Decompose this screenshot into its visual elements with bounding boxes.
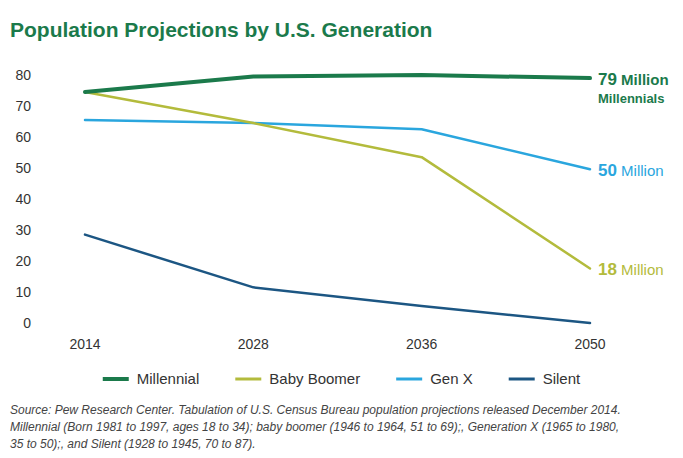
legend-label: Gen X	[430, 370, 473, 387]
source-note: 35 to 50);, and Silent (1928 to 1945, 70…	[10, 437, 256, 451]
annotation-part: 50	[598, 161, 617, 180]
x-tick-label: 2028	[238, 336, 269, 352]
x-tick-label: 2036	[406, 336, 437, 352]
y-tick-label: 10	[15, 284, 31, 300]
legend-swatch	[509, 378, 535, 381]
annotation: 50 Million	[598, 161, 664, 180]
annotation-part: 18	[598, 260, 617, 279]
y-tick-label: 80	[15, 67, 31, 83]
annotation: Millennials	[598, 91, 664, 106]
y-tick-label: 20	[15, 253, 31, 269]
source-note: Millennial (Born 1981 to 1997, ages 18 t…	[10, 420, 619, 434]
title: Population Projections by U.S. Generatio…	[10, 18, 432, 41]
legend-swatch	[396, 378, 422, 381]
source-note: Source: Pew Research Center. Tabulation …	[10, 403, 621, 417]
annotation-part: Million	[617, 162, 664, 179]
legend: Millennial Baby Boomer Gen X Silent	[103, 370, 581, 387]
y-tick-label: 0	[23, 315, 31, 331]
x-tick-label: 2050	[574, 336, 605, 352]
series-line	[85, 92, 590, 268]
annotation-part: 79	[598, 70, 617, 89]
legend-label: Silent	[543, 370, 581, 387]
annotation: 79 Million	[598, 70, 669, 89]
y-tick-label: 50	[15, 160, 31, 176]
y-tick-label: 30	[15, 222, 31, 238]
x-tick-label: 2014	[69, 336, 100, 352]
legend-label: Baby Boomer	[269, 370, 360, 387]
y-tick-label: 40	[15, 191, 31, 207]
plot-area	[85, 75, 590, 323]
series-line	[85, 235, 590, 323]
series-line	[85, 120, 590, 169]
annotation-part: Million	[617, 261, 664, 278]
legend-label: Millennial	[137, 370, 200, 387]
annotation: 18 Million	[598, 260, 664, 279]
legend-swatch	[235, 378, 261, 381]
chart: Population Projections by U.S. Generatio…	[0, 0, 683, 458]
y-tick-label: 60	[15, 129, 31, 145]
series-line	[85, 75, 590, 92]
y-tick-label: 70	[15, 98, 31, 114]
annotation-part: Million	[617, 71, 669, 88]
legend-swatch	[103, 377, 129, 381]
